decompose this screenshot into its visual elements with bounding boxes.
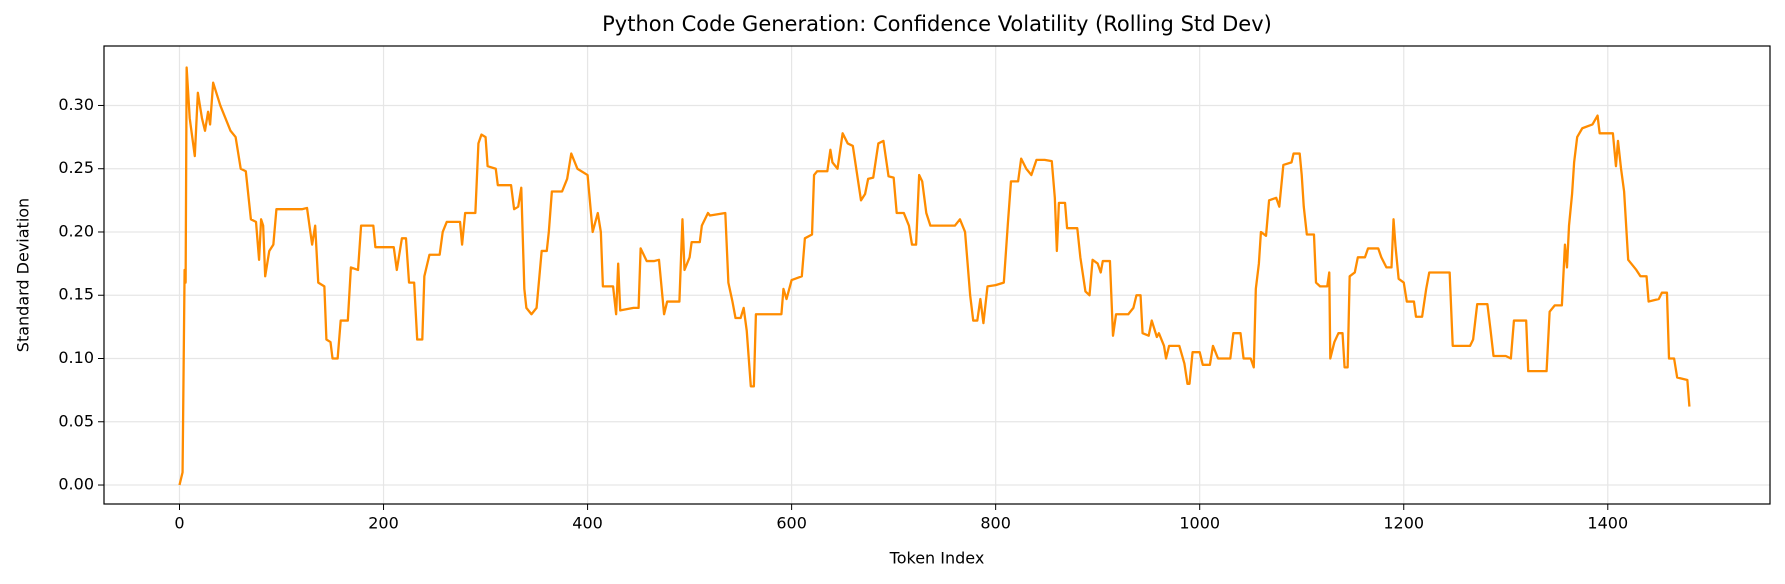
x-tick-label: 0 <box>174 514 184 533</box>
x-tick-label: 800 <box>980 514 1011 533</box>
x-tick-label: 400 <box>572 514 603 533</box>
chart-title: Python Code Generation: Confidence Volat… <box>602 12 1272 36</box>
y-tick-label: 0.10 <box>58 348 94 367</box>
y-tick-label: 0.00 <box>58 475 94 494</box>
y-axis-label: Standard Deviation <box>14 198 33 352</box>
x-tick-label: 1200 <box>1383 514 1424 533</box>
y-tick-label: 0.15 <box>58 285 94 304</box>
y-tick-label: 0.05 <box>58 411 94 430</box>
x-tick-label: 1400 <box>1587 514 1628 533</box>
x-tick-label: 200 <box>368 514 399 533</box>
plot-frame <box>103 45 1771 505</box>
x-tick-label: 1000 <box>1179 514 1220 533</box>
x-tick-label: 600 <box>776 514 807 533</box>
y-tick-label: 0.25 <box>58 158 94 177</box>
line <box>178 66 1691 486</box>
y-tick-label: 0.30 <box>58 95 94 114</box>
x-axis-label: Token Index <box>889 549 985 568</box>
y-tick-label: 0.20 <box>58 221 94 240</box>
